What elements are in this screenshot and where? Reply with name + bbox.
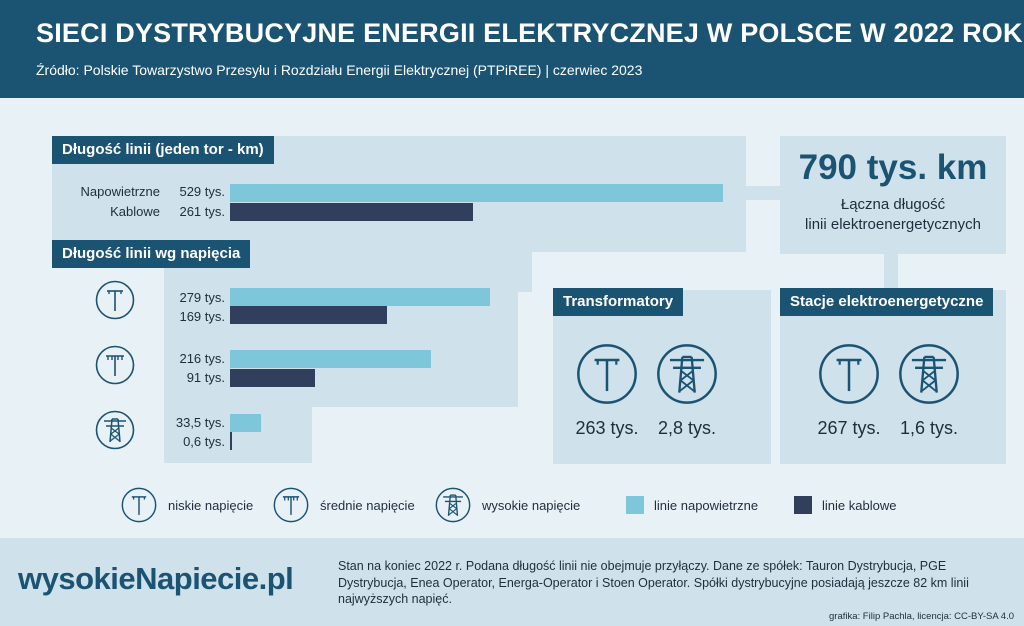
stations-high-value: 1,6 tys.: [899, 418, 959, 438]
bar-overhead: [230, 184, 723, 202]
page-title: SIECI DYSTRYBUCYJNE ENERGII ELEKTRYCZNEJ…: [36, 18, 1024, 48]
legend-high: wysokie napięcie: [482, 498, 581, 513]
medium-voltage-pole-icon: [273, 487, 309, 523]
connector-left: [518, 252, 532, 292]
high-voltage-pylon-icon: [435, 487, 471, 523]
legend-low: niskie napięcie: [168, 498, 254, 513]
transformers-low-value: 263 tys.: [575, 418, 639, 438]
legend-cable: linie kablowe: [822, 498, 897, 513]
transformers-panel: [553, 290, 771, 464]
data-label: 261 tys.: [179, 204, 225, 219]
credit-text: grafika: Filip Pachla, licencja: CC-BY-S…: [829, 611, 1014, 622]
data-label: 216 tys.: [179, 351, 225, 366]
data-label: 529 tys.: [179, 184, 225, 199]
total-caption-line2: linii elektroenergetycznych: [805, 216, 981, 233]
bar-medium-cable: [230, 369, 315, 387]
stations-low-value: 267 tys.: [817, 418, 881, 438]
bar-high-cable: [230, 432, 232, 450]
connector-vertical: [884, 254, 898, 290]
data-label: 169 tys.: [179, 309, 225, 324]
data-label: 279 tys.: [179, 290, 225, 305]
legend-air: linie napowietrzne: [654, 498, 759, 513]
stations-label: Stacje elektroenergetyczne: [780, 288, 994, 316]
medium-voltage-pole-icon: [95, 345, 135, 385]
low-voltage-pole-icon: [576, 343, 638, 405]
data-label: 91 tys.: [186, 370, 225, 385]
page-subtitle: Źródło: Polskie Towarzystwo Przesyłu i R…: [36, 62, 643, 78]
legend-swatch-cable: [794, 496, 812, 514]
footer-note: Stan na koniec 2022 r. Podana długość li…: [338, 559, 969, 606]
transformers-high-value: 2,8 tys.: [657, 418, 717, 438]
legend-medium: średnie napięcie: [320, 498, 415, 513]
header-band: [0, 0, 1024, 98]
connector-horizontal: [746, 186, 780, 200]
voltage-label: Długość linii wg napięcia: [52, 240, 251, 268]
bar-cable: [230, 203, 474, 221]
legend-swatch-air: [626, 496, 644, 514]
voltage-panel-top: [164, 252, 518, 407]
bar-low-cable: [230, 306, 388, 324]
high-voltage-pylon-icon: [95, 410, 135, 450]
data-label: 33,5 tys.: [175, 415, 225, 430]
total-panel: [780, 136, 1006, 254]
high-voltage-pylon-icon: [898, 343, 960, 405]
low-voltage-pole-icon: [95, 280, 135, 320]
category-label: Napowietrzne: [80, 184, 161, 199]
high-voltage-pylon-icon: [656, 343, 718, 405]
low-voltage-pole-icon: [121, 487, 157, 523]
footer-band: [0, 538, 1024, 626]
bar-low-overhead: [230, 288, 490, 306]
bar-medium-overhead: [230, 350, 432, 368]
category-label: Kablowe: [110, 204, 160, 219]
line-length-label: Długość linii (jeden tor - km): [52, 136, 274, 164]
bar-high-overhead: [230, 414, 262, 432]
total-value: 790 tys. km: [798, 148, 988, 187]
logo-text: wysokieNapiecie.pl: [18, 561, 294, 596]
total-caption-line1: Łączna długość: [840, 196, 946, 213]
transformers-label: Transformatory: [553, 288, 684, 316]
low-voltage-pole-icon: [818, 343, 880, 405]
brand-logo[interactable]: wysokieNapiecie.pl: [18, 561, 294, 597]
data-label: 0,6 tys.: [183, 434, 225, 449]
stations-panel: [780, 290, 1006, 464]
